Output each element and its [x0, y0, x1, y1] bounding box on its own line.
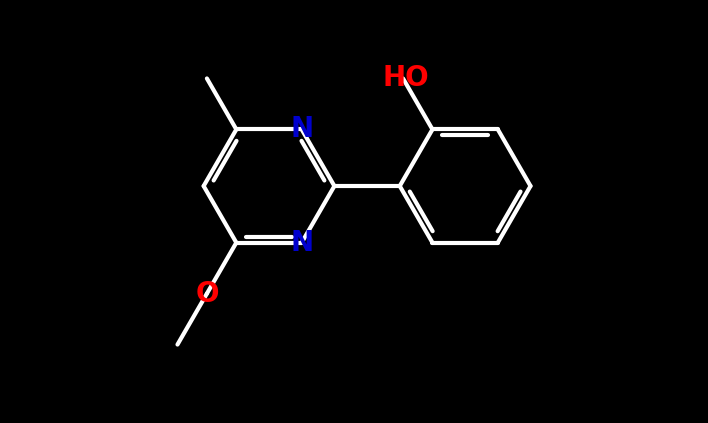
Text: HO: HO	[383, 64, 430, 93]
Text: N: N	[290, 229, 313, 257]
Text: N: N	[290, 115, 313, 143]
Text: O: O	[195, 280, 219, 308]
